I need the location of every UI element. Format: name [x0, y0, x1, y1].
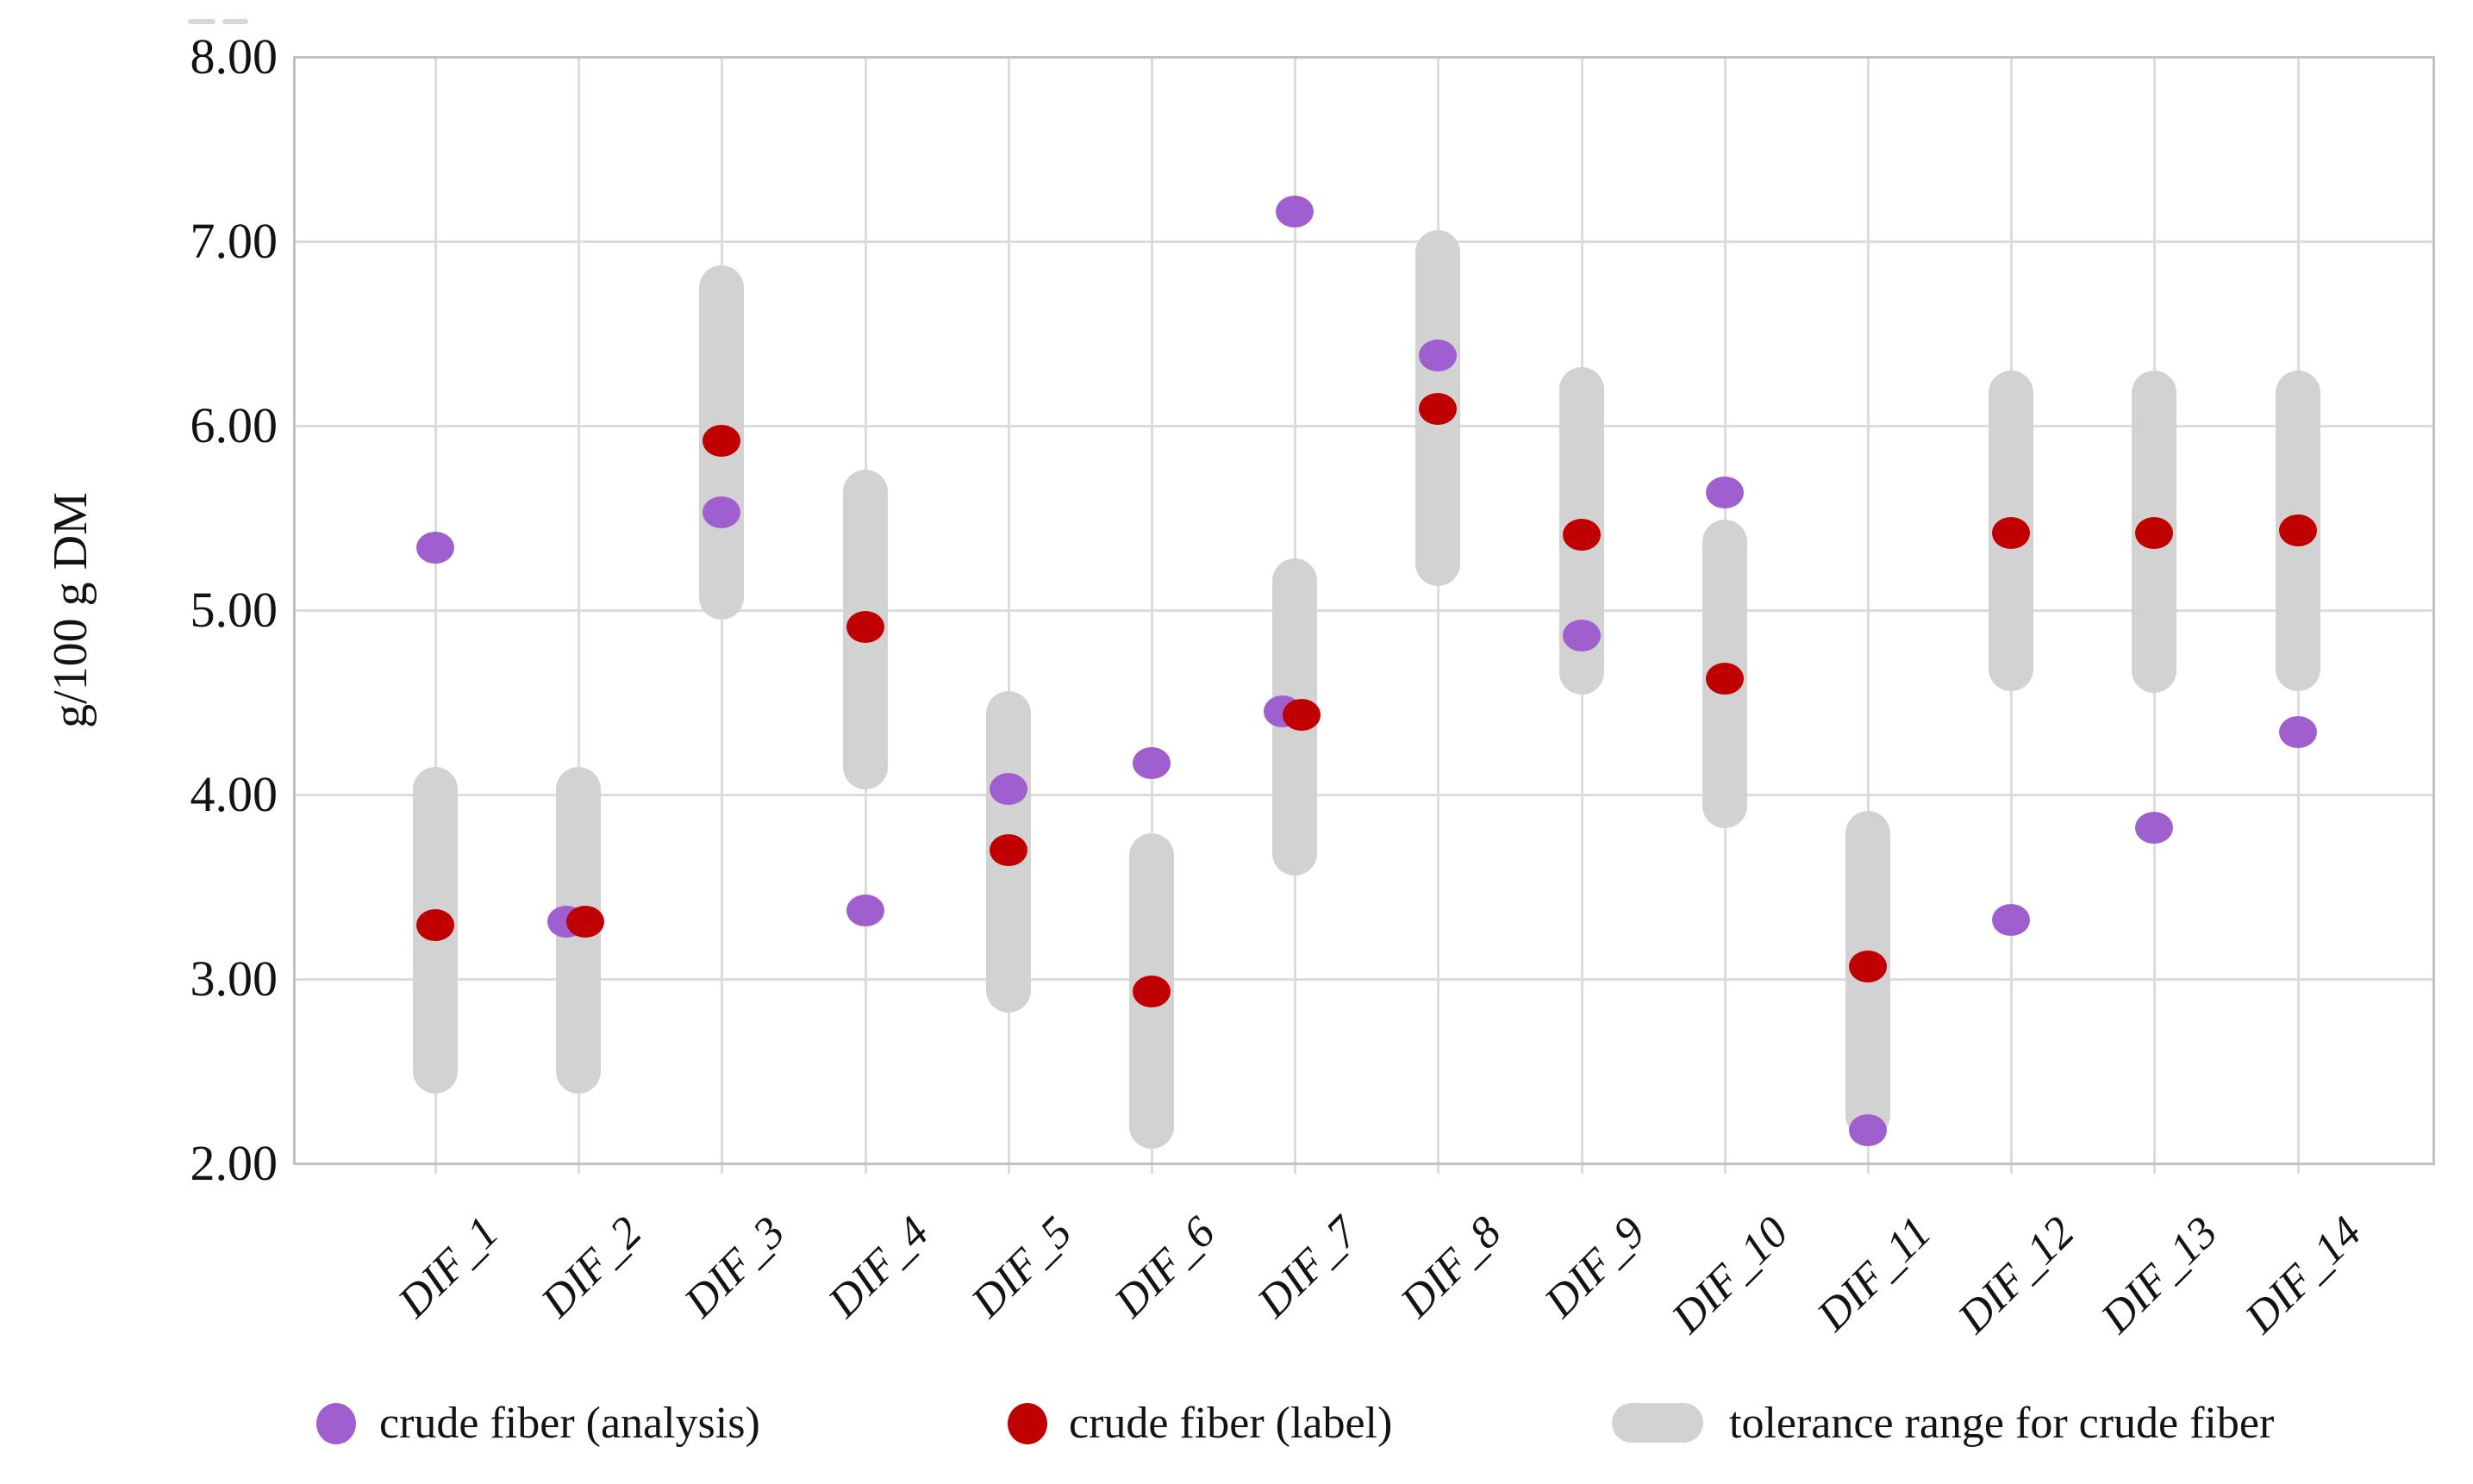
- y-tick-label: 2.00: [190, 1135, 278, 1191]
- label-dot: [416, 909, 454, 942]
- v-gridline: [1437, 57, 1440, 1174]
- v-gridline: [1007, 57, 1010, 1174]
- y-axis-title: g/100 g DM: [44, 492, 97, 728]
- analysis-dot: [1849, 1113, 1887, 1146]
- analysis-dot: [2135, 812, 2174, 845]
- y-tick-label: 7.00: [190, 213, 278, 269]
- y-tick-label: 8.00: [190, 28, 278, 84]
- analysis-dot: [416, 531, 454, 564]
- label-dot: [989, 833, 1027, 866]
- plot-border-left: [293, 57, 296, 1163]
- label-dot: [1133, 976, 1171, 1008]
- plot-border-right: [2432, 57, 2435, 1163]
- analysis-dot: [1133, 747, 1171, 780]
- y-tick-label: 4.00: [190, 766, 278, 822]
- label-dot: [703, 424, 741, 457]
- v-gridline: [1151, 57, 1153, 1174]
- analysis-dot: [703, 496, 741, 529]
- legend-marker-label-dot: [1008, 1403, 1047, 1444]
- y-tick-label: 6.00: [190, 397, 278, 453]
- scan-artifact-dash: [222, 19, 248, 24]
- label-dot: [1562, 518, 1601, 551]
- plot-border-top: [293, 56, 2435, 59]
- legend-label-analysis: crude fiber (analysis): [379, 1399, 760, 1448]
- analysis-dot: [1562, 620, 1601, 652]
- label-dot: [1705, 662, 1744, 695]
- v-gridline: [578, 57, 581, 1174]
- h-gridline: [293, 240, 2432, 243]
- label-dot: [566, 906, 605, 938]
- analysis-dot: [1419, 340, 1458, 372]
- h-gridline: [293, 609, 2432, 612]
- plot-border-bottom: [293, 1163, 2435, 1165]
- analysis-dot: [2278, 715, 2317, 748]
- label-dot: [1419, 393, 1458, 426]
- y-tick-label: 3.00: [190, 951, 278, 1007]
- scan-artifact-dash: [188, 19, 215, 24]
- h-gridline: [293, 425, 2432, 427]
- analysis-dot: [1705, 476, 1744, 508]
- analysis-dot: [846, 895, 884, 927]
- y-tick-label: 5.00: [190, 582, 278, 638]
- v-gridline: [434, 57, 437, 1174]
- h-gridline: [293, 978, 2432, 981]
- label-dot: [1849, 950, 1887, 982]
- label-dot: [1992, 516, 2031, 549]
- label-dot: [2278, 514, 2317, 547]
- label-dot: [2135, 516, 2174, 549]
- analysis-dot: [1992, 904, 2031, 937]
- v-gridline: [1867, 57, 1870, 1174]
- x-tick-label: DIF_9: [1534, 1207, 1655, 1327]
- legend-label-tolerance: tolerance range for crude fiber: [1729, 1399, 2275, 1448]
- x-tick-label: DIF_5: [962, 1207, 1082, 1327]
- legend-marker-analysis-dot: [316, 1403, 356, 1444]
- label-dot: [846, 610, 884, 643]
- analysis-dot: [989, 773, 1027, 806]
- legend-label-label: crude fiber (label): [1069, 1399, 1393, 1448]
- h-gridline: [293, 794, 2432, 796]
- legend-marker-tolerance-pill: [1612, 1403, 1703, 1443]
- label-dot: [1283, 699, 1321, 732]
- analysis-dot: [1276, 196, 1315, 228]
